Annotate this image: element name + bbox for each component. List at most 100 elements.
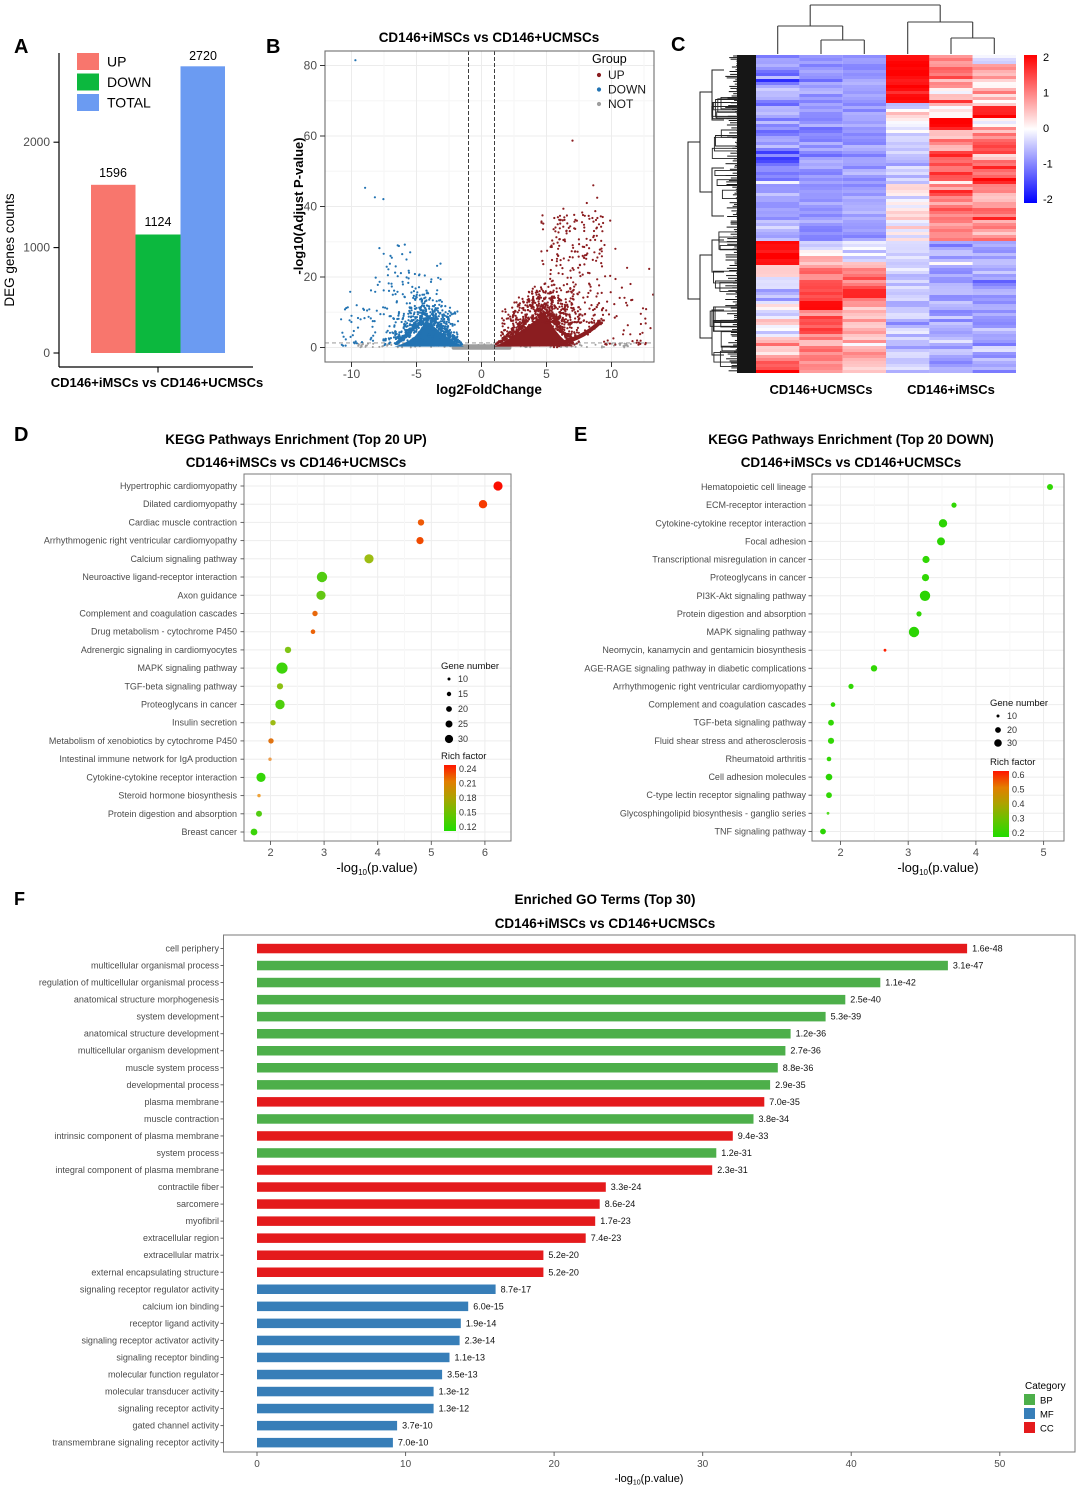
svg-text:Focal adhesion: Focal adhesion	[745, 536, 806, 546]
svg-text:Intestinal immune network for: Intestinal immune network for IgA produc…	[59, 754, 237, 764]
svg-text:0: 0	[310, 341, 317, 355]
svg-text:1.6e-48: 1.6e-48	[972, 944, 1003, 954]
svg-text:TGF-beta signaling pathway: TGF-beta signaling pathway	[693, 718, 806, 728]
svg-text:muscle contraction: muscle contraction	[144, 1114, 219, 1124]
svg-text:80: 80	[304, 59, 318, 73]
svg-text:Rich factor: Rich factor	[441, 751, 486, 762]
svg-text:extracellular matrix: extracellular matrix	[143, 1250, 219, 1260]
svg-text:UP: UP	[107, 54, 126, 70]
svg-text:0.18: 0.18	[459, 793, 477, 803]
svg-text:6.0e-15: 6.0e-15	[473, 1301, 504, 1311]
svg-text:Adrenergic signaling in cardio: Adrenergic signaling in cardiomyocytes	[81, 645, 238, 655]
svg-text:Neomycin, kanamycin and gentam: Neomycin, kanamycin and gentamicin biosy…	[602, 645, 806, 655]
svg-text:DEG genes counts: DEG genes counts	[2, 193, 17, 307]
svg-text:2000: 2000	[23, 135, 50, 149]
svg-text:receptor ligand activity: receptor ligand activity	[129, 1318, 219, 1328]
svg-text:Drug metabolism - cytochrome P: Drug metabolism - cytochrome P450	[91, 627, 237, 637]
svg-text:signaling receptor regulator a: signaling receptor regulator activity	[80, 1284, 220, 1294]
svg-text:gated channel activity: gated channel activity	[132, 1421, 219, 1431]
svg-text:KEGG Pathways Enrichment (Top: KEGG Pathways Enrichment (Top 20 DOWN)	[708, 432, 994, 447]
svg-text:40: 40	[304, 200, 318, 214]
svg-text:0.15: 0.15	[459, 808, 477, 818]
svg-text:Cell adhesion molecules: Cell adhesion molecules	[708, 772, 806, 782]
svg-text:Complement and coagulation cas: Complement and coagulation cascades	[79, 609, 237, 619]
svg-text:0.24: 0.24	[459, 764, 477, 774]
svg-text:4: 4	[973, 847, 979, 859]
svg-text:system process: system process	[156, 1148, 219, 1158]
svg-text:10: 10	[458, 674, 468, 684]
svg-text:1124: 1124	[145, 215, 172, 229]
svg-text:Rheumatoid arthritis: Rheumatoid arthritis	[725, 754, 806, 764]
svg-text:ECM-receptor interaction: ECM-receptor interaction	[706, 500, 806, 510]
svg-text:MF: MF	[1040, 1410, 1054, 1421]
svg-text:CD146+iMSCs vs CD146+UCMSCs: CD146+iMSCs vs CD146+UCMSCs	[741, 455, 962, 470]
svg-text:-2: -2	[1043, 194, 1053, 206]
svg-text:6: 6	[482, 847, 488, 859]
svg-text:B: B	[266, 36, 280, 58]
svg-text:Rich factor: Rich factor	[990, 757, 1035, 768]
svg-text:3.1e-47: 3.1e-47	[953, 961, 984, 971]
svg-text:A: A	[14, 36, 28, 58]
svg-text:20: 20	[549, 1459, 561, 1470]
svg-text:8.6e-24: 8.6e-24	[605, 1199, 636, 1209]
svg-text:CD146+iMSCs vs CD146+UCMSCs: CD146+iMSCs vs CD146+UCMSCs	[186, 455, 407, 470]
svg-text:Group: Group	[592, 52, 627, 66]
svg-text:CD146+iMSCs vs CD146+UCMSCs: CD146+iMSCs vs CD146+UCMSCs	[495, 916, 716, 931]
svg-text:1.1e-42: 1.1e-42	[885, 978, 916, 988]
svg-text:20: 20	[304, 270, 318, 284]
svg-text:40: 40	[846, 1459, 858, 1470]
svg-text:8.8e-36: 8.8e-36	[783, 1063, 814, 1073]
svg-text:2720: 2720	[189, 49, 217, 63]
svg-text:2.7e-36: 2.7e-36	[790, 1046, 821, 1056]
svg-text:Arrhythmogenic right ventricul: Arrhythmogenic right ventricular cardiom…	[613, 681, 807, 691]
svg-text:5.3e-39: 5.3e-39	[831, 1012, 862, 1022]
svg-text:Cardiac muscle contraction: Cardiac muscle contraction	[128, 517, 237, 527]
svg-text:2.3e-31: 2.3e-31	[717, 1165, 748, 1175]
svg-text:7.4e-23: 7.4e-23	[591, 1233, 622, 1243]
svg-text:-log10(Adjust P-value): -log10(Adjust P-value)	[291, 137, 306, 274]
svg-text:3.5e-13: 3.5e-13	[447, 1370, 478, 1380]
svg-text:0.2: 0.2	[1012, 828, 1025, 838]
svg-text:2.5e-40: 2.5e-40	[850, 995, 881, 1005]
svg-text:Gene number: Gene number	[441, 661, 499, 672]
svg-text:extracellular region: extracellular region	[143, 1233, 219, 1243]
svg-text:3.8e-34: 3.8e-34	[759, 1114, 790, 1124]
svg-text:CC: CC	[1040, 1424, 1054, 1435]
svg-text:1.2e-36: 1.2e-36	[796, 1029, 827, 1039]
svg-text:0.12: 0.12	[459, 822, 477, 832]
svg-text:DOWN: DOWN	[608, 83, 646, 97]
svg-text:Complement and coagulation cas: Complement and coagulation cascades	[648, 700, 806, 710]
svg-text:1: 1	[1043, 88, 1049, 100]
svg-text:60: 60	[304, 129, 318, 143]
svg-text:Axon guidance: Axon guidance	[177, 590, 237, 600]
svg-text:0.4: 0.4	[1012, 799, 1025, 809]
svg-text:1000: 1000	[23, 241, 50, 255]
svg-text:KEGG Pathways Enrichment (Top: KEGG Pathways Enrichment (Top 20 UP)	[165, 432, 427, 447]
svg-text:multicellular organism develop: multicellular organism development	[78, 1046, 220, 1056]
svg-text:Fluid shear stress and atheros: Fluid shear stress and atherosclerosis	[654, 736, 806, 746]
svg-text:3: 3	[321, 847, 327, 859]
svg-text:cell periphery: cell periphery	[165, 944, 219, 954]
svg-text:3.7e-10: 3.7e-10	[402, 1421, 433, 1431]
svg-text:developmental process: developmental process	[126, 1080, 219, 1090]
svg-text:TNF signaling pathway: TNF signaling pathway	[714, 827, 806, 837]
svg-text:2: 2	[1043, 52, 1049, 64]
svg-text:50: 50	[994, 1459, 1006, 1470]
svg-text:5: 5	[1041, 847, 1047, 859]
svg-text:1.1e-13: 1.1e-13	[455, 1353, 486, 1363]
svg-text:Dilated cardiomyopathy: Dilated cardiomyopathy	[143, 499, 238, 509]
svg-text:30: 30	[458, 734, 468, 744]
svg-text:signaling receptor activator a: signaling receptor activator activity	[81, 1335, 219, 1345]
svg-text:2.9e-35: 2.9e-35	[775, 1080, 806, 1090]
svg-text:UP: UP	[608, 68, 625, 82]
svg-text:Cytokine-cytokine receptor int: Cytokine-cytokine receptor interaction	[655, 518, 806, 528]
svg-text:MAPK signaling pathway: MAPK signaling pathway	[137, 663, 237, 673]
svg-text:C: C	[671, 34, 685, 56]
svg-text:20: 20	[1007, 725, 1017, 735]
svg-text:7.0e-10: 7.0e-10	[398, 1438, 429, 1448]
svg-text:0.5: 0.5	[1012, 785, 1025, 795]
svg-text:2: 2	[837, 847, 843, 859]
svg-text:2: 2	[267, 847, 273, 859]
svg-text:Glycosphingolipid biosynthesis: Glycosphingolipid biosynthesis - ganglio…	[620, 808, 807, 818]
svg-text:0.3: 0.3	[1012, 814, 1025, 824]
